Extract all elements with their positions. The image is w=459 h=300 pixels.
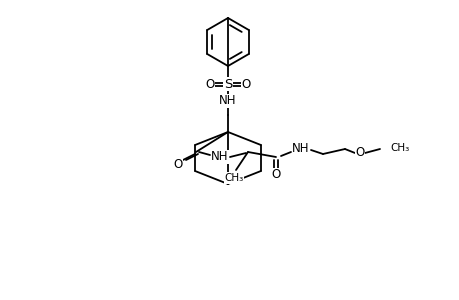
Text: O: O: [271, 169, 280, 182]
Text: NH: NH: [219, 94, 236, 107]
Text: O: O: [173, 158, 182, 170]
Text: O: O: [241, 77, 250, 91]
Text: NH: NH: [291, 142, 309, 155]
Text: CH₃: CH₃: [224, 173, 243, 183]
Text: O: O: [355, 146, 364, 160]
Text: O: O: [205, 77, 214, 91]
Text: CH₃: CH₃: [389, 143, 409, 153]
Text: NH: NH: [211, 151, 228, 164]
Text: S: S: [224, 77, 232, 91]
